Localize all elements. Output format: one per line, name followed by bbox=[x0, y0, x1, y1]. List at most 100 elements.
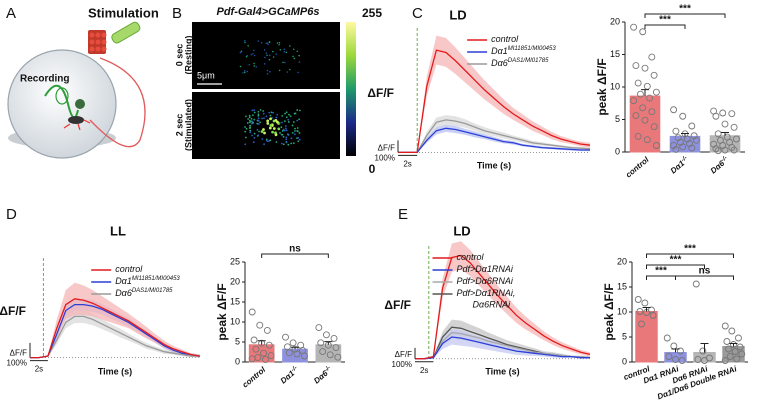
significance-label: *** bbox=[670, 255, 682, 266]
electrode-array bbox=[88, 30, 107, 54]
trace-line bbox=[398, 119, 591, 154]
data-point bbox=[334, 353, 342, 361]
y-tick-label: 10 bbox=[230, 316, 240, 326]
speckle bbox=[288, 113, 290, 116]
panel-letter: D bbox=[6, 206, 17, 223]
speckle bbox=[296, 50, 299, 53]
speckle bbox=[272, 111, 274, 114]
colorbar-max: 255 bbox=[362, 6, 382, 20]
speckle bbox=[293, 133, 296, 136]
speckle bbox=[270, 111, 273, 114]
speckle bbox=[266, 73, 269, 75]
data-point bbox=[670, 142, 678, 149]
scale-bar-x-label: 2s bbox=[403, 159, 411, 168]
error-band bbox=[398, 35, 590, 153]
legend-name: Dα1 bbox=[491, 46, 508, 56]
y-tick-label: 10 bbox=[610, 81, 620, 91]
speckle bbox=[287, 134, 290, 136]
data-point bbox=[672, 127, 680, 135]
speckle bbox=[255, 66, 258, 68]
y-tick-label: 5 bbox=[235, 336, 240, 346]
colorbar bbox=[346, 22, 356, 156]
speckle bbox=[260, 41, 263, 44]
data-point bbox=[634, 132, 642, 140]
x-axis-label: Time (s) bbox=[477, 160, 511, 170]
x-tick-label: Dα6-/- bbox=[709, 155, 731, 176]
speckle bbox=[259, 109, 262, 111]
data-point bbox=[260, 349, 268, 357]
data-point bbox=[736, 343, 744, 351]
speckle bbox=[251, 134, 253, 137]
data-point bbox=[632, 62, 640, 70]
data-point bbox=[731, 348, 739, 355]
data-point bbox=[332, 344, 340, 352]
data-point bbox=[646, 94, 654, 102]
legend-label: Dα1MI11851/MI00453 bbox=[115, 276, 180, 287]
error-bar bbox=[671, 348, 680, 353]
speckle bbox=[249, 131, 252, 134]
speckle bbox=[264, 56, 266, 59]
speckle bbox=[239, 51, 242, 54]
data-point bbox=[638, 320, 645, 328]
speckle bbox=[256, 128, 259, 131]
data-point bbox=[652, 88, 660, 96]
x-tick-label: Dα1-/- bbox=[669, 155, 691, 176]
speckle bbox=[260, 130, 264, 133]
x-tick-label: control bbox=[241, 365, 268, 390]
error-bar bbox=[642, 307, 651, 312]
chart-title: LD bbox=[449, 7, 466, 22]
speckle bbox=[298, 54, 300, 57]
speckle bbox=[277, 127, 281, 131]
speckle bbox=[278, 43, 280, 46]
speckle bbox=[287, 121, 290, 123]
speckle bbox=[282, 135, 285, 138]
speckle bbox=[252, 121, 255, 124]
data-point bbox=[650, 123, 658, 131]
legend-label: Pdf>Dα1RNAi bbox=[457, 264, 514, 274]
speckle bbox=[298, 132, 301, 134]
y-tick-label: 15 bbox=[610, 49, 620, 59]
data-point bbox=[679, 143, 687, 151]
error-bar bbox=[729, 343, 738, 347]
speckle bbox=[274, 118, 278, 122]
speckle bbox=[268, 111, 271, 114]
y-tick-label: 0 bbox=[615, 146, 620, 156]
speckle bbox=[269, 114, 272, 117]
speckle bbox=[285, 111, 288, 114]
speckle bbox=[266, 54, 268, 57]
electrode-tip bbox=[55, 87, 69, 105]
panel-letter: C bbox=[412, 5, 423, 22]
data-point bbox=[639, 28, 647, 36]
data-point bbox=[670, 106, 678, 114]
speckle bbox=[275, 141, 278, 143]
speckle bbox=[249, 129, 252, 132]
data-point bbox=[643, 82, 651, 90]
speckle bbox=[284, 127, 287, 130]
y-axis-label: peak ΔF/F bbox=[595, 58, 609, 115]
speckle bbox=[297, 137, 300, 139]
bar bbox=[248, 344, 275, 363]
row-state: (Stimulated) bbox=[183, 99, 193, 151]
speckle bbox=[243, 71, 246, 74]
error-bar bbox=[700, 343, 709, 353]
x-tick-label: control bbox=[624, 155, 651, 180]
data-point bbox=[692, 136, 700, 144]
category-name: control bbox=[241, 365, 268, 390]
speckle bbox=[275, 53, 277, 55]
speckle bbox=[284, 112, 286, 115]
legend-sup: MI11851/MI00453 bbox=[132, 276, 181, 282]
row-time: 2 sec bbox=[174, 114, 184, 137]
speckle bbox=[268, 58, 271, 61]
category-sup: -/- bbox=[720, 155, 728, 163]
scale-bar-y-label: 100% bbox=[375, 153, 395, 162]
data-point bbox=[733, 355, 741, 363]
speckle bbox=[285, 136, 288, 139]
speckle bbox=[269, 124, 273, 127]
data-point bbox=[649, 312, 657, 319]
data-point bbox=[738, 350, 746, 358]
scale-bar-y-name: ΔF/F bbox=[378, 143, 395, 152]
speckle bbox=[258, 130, 260, 133]
error-bar bbox=[641, 89, 649, 97]
row-time: 0 sec bbox=[174, 44, 184, 67]
speckle bbox=[282, 143, 285, 146]
